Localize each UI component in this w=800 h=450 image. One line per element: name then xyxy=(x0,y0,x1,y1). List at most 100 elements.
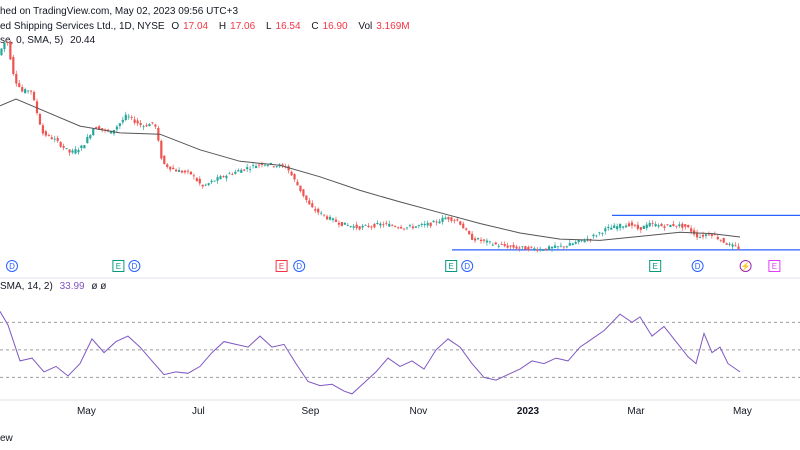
candle-body xyxy=(450,217,453,221)
candle-body xyxy=(12,56,15,75)
candle-body xyxy=(355,224,358,228)
candle-body xyxy=(56,138,59,141)
candle-body xyxy=(536,249,539,251)
candle-body xyxy=(195,178,198,182)
candle-body xyxy=(710,233,713,236)
low-value: 16.54 xyxy=(275,21,301,32)
candle-body xyxy=(518,247,521,249)
candle-body xyxy=(613,225,616,229)
high-value: 17.06 xyxy=(230,21,256,32)
candle-body xyxy=(71,150,74,153)
open-value: 17.04 xyxy=(183,21,209,32)
candle-body xyxy=(228,173,231,175)
candle-body xyxy=(559,245,563,247)
candle-body xyxy=(142,126,145,128)
candle-body xyxy=(476,238,480,240)
event-label: E xyxy=(116,262,121,271)
candle-body xyxy=(169,166,172,170)
event-dividend-marker xyxy=(293,260,306,272)
candle-body xyxy=(491,244,494,246)
symbol-name[interactable]: ed Shipping Services Ltd., 1D, NYSE xyxy=(0,21,165,32)
x-axis: May Jul Sep Nov 2023 Mar May xyxy=(77,406,752,417)
candle-body xyxy=(293,174,296,180)
event-earnings-red-marker xyxy=(275,260,288,272)
candle-body xyxy=(610,227,613,230)
candle-body xyxy=(86,136,89,144)
rsi-label: SMA, 14, 2) xyxy=(0,281,53,292)
candle-body xyxy=(468,230,471,235)
candle-body xyxy=(651,223,654,225)
candle-body xyxy=(251,165,255,166)
candle-body xyxy=(189,171,193,175)
candle-body xyxy=(636,224,639,229)
candle-body xyxy=(391,225,394,227)
candle-body xyxy=(21,87,24,92)
candle-body xyxy=(222,176,225,178)
ma-legend[interactable]: se, 0, SMA, 5) 20.44 xyxy=(0,35,99,46)
candle-body xyxy=(314,209,317,211)
candle-body xyxy=(642,225,645,230)
event-earnings-marker xyxy=(112,260,125,272)
channel-lines xyxy=(452,214,800,251)
event-markers: D E D E D E D E D ⚡ E xyxy=(6,260,781,272)
candle-body xyxy=(414,226,417,228)
candle-body xyxy=(204,184,207,186)
candle-body xyxy=(65,147,68,149)
candle-body xyxy=(160,140,163,159)
candle-body xyxy=(429,222,432,227)
event-dividend-marker xyxy=(461,260,474,272)
candle-body xyxy=(311,203,314,208)
candle-body xyxy=(453,220,456,222)
candle-body xyxy=(35,101,39,114)
candle-body xyxy=(317,208,320,213)
candle-body xyxy=(580,240,583,242)
candle-body xyxy=(379,223,382,226)
candle-body xyxy=(249,168,252,170)
candle-body xyxy=(509,245,512,247)
candle-body xyxy=(657,225,660,227)
candle-body xyxy=(133,119,136,123)
event-earnings-future-marker xyxy=(768,260,781,272)
x-tick-label: Nov xyxy=(410,406,428,417)
candle-body xyxy=(571,243,574,246)
candle-body xyxy=(595,235,598,237)
candle-body xyxy=(166,164,169,167)
candle-body xyxy=(127,116,130,118)
candle-body xyxy=(521,246,524,248)
candles xyxy=(0,40,740,253)
candle-body xyxy=(479,239,483,242)
candle-body xyxy=(527,247,530,251)
candle-body xyxy=(240,169,243,173)
event-label: E xyxy=(449,262,454,271)
candle-body xyxy=(737,246,740,249)
candle-body xyxy=(589,238,592,240)
candle-body xyxy=(500,243,503,245)
rsi-levels xyxy=(0,321,800,378)
rsi-legend[interactable]: SMA, 14, 2) 33.99 ø ø xyxy=(0,281,110,292)
candle-body xyxy=(83,145,86,149)
candle-body xyxy=(367,225,370,227)
candle-body xyxy=(405,227,409,229)
event-label: D xyxy=(9,262,15,271)
candle-body xyxy=(447,216,450,220)
candle-body xyxy=(346,225,349,226)
candle-body xyxy=(263,164,267,166)
candle-body xyxy=(234,171,237,174)
candle-body xyxy=(130,117,133,118)
candle-body xyxy=(725,243,728,245)
candle-body xyxy=(281,164,284,166)
publish-line: hed on TradingView.com, May 02, 2023 09:… xyxy=(0,6,242,17)
candle-body xyxy=(349,226,352,227)
candle-body xyxy=(432,220,435,223)
candle-body xyxy=(29,90,33,92)
candle-body xyxy=(624,225,628,228)
candle-body xyxy=(417,225,420,226)
candle-body xyxy=(402,228,406,230)
candle-body xyxy=(0,48,3,56)
rsi-line xyxy=(0,311,741,395)
event-dividend-marker xyxy=(691,260,704,272)
candle-body xyxy=(246,167,249,170)
event-label: D xyxy=(296,262,302,271)
candle-body xyxy=(358,226,361,230)
